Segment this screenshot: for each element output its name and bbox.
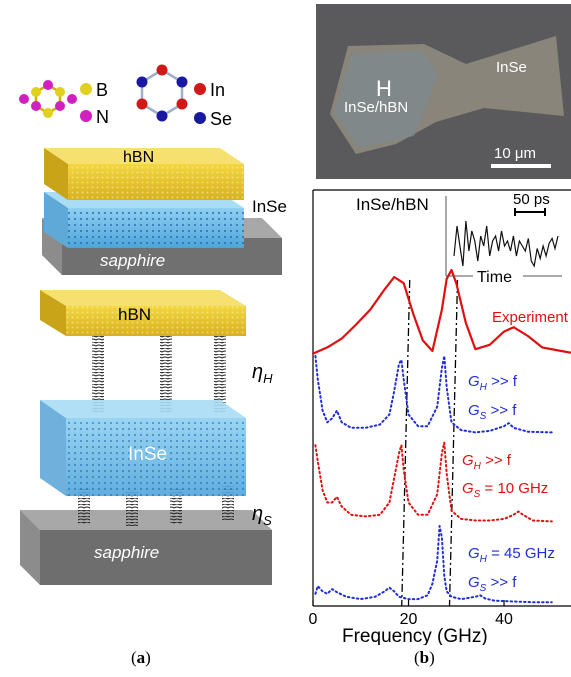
nitrogen-label: N [96,107,109,127]
x-tick-label: 0 [309,611,318,628]
spectrum-curve-3 [314,441,553,523]
nitrogen-atom-icon [80,110,92,122]
spectra-curves [311,268,571,604]
boron-atom-icon [80,83,92,95]
experiment-label: Experiment [492,309,569,326]
hbn-hexagon-icon [19,80,77,118]
micrograph-inse-hbn-label: InSe/hBN [344,99,408,116]
micrograph-inse-label: InSe [496,59,527,76]
inse-hexagon-icon [136,64,188,122]
selenium-label: Se [210,109,232,129]
micrograph-h-label: H [376,76,392,101]
chart-axes: 0 20 40 [309,189,571,628]
g-label-2-2: GS = 10 GHz [462,480,548,500]
g-label-1-1: GH >> f [468,373,518,393]
top-substrate-label: sapphire [100,251,165,270]
x-tick-label: 20 [400,611,418,628]
bottom-substrate-label: sapphire [94,543,159,562]
inset-time-trace [453,220,559,268]
caption-b: (b) [414,648,435,667]
spectrum-curve-4 [314,525,553,604]
bottom-inse-label: InSe [128,444,167,465]
g-label-2-1: GH >> f [462,452,512,472]
top-hbn-label: hBN [123,149,154,166]
selenium-atom-icon [194,112,206,124]
bottom-hbn-label: hBN [118,305,151,324]
indium-atom-icon [194,83,206,95]
g-label-3-1: GH = 45 GHz [468,545,555,565]
g-label-3-2: GS >> f [468,574,517,594]
hbn-flake [334,50,438,148]
x-axis-label: Frequency (GHz) [342,626,488,645]
panel-a-illustration: B N In Se hBN InSe sapphire [19,64,287,585]
frequency-spectra-chart: 0 20 40 Time 50 ps InSe/hBN Experiment GH >… [309,189,571,645]
bottom-heterostructure-diagram [20,290,272,585]
inset-axis-label: Time [477,269,512,286]
inset-scale-label: 50 ps [513,191,550,208]
top-inse-label: InSe [252,197,287,216]
eta-s-label: ηS [252,503,272,528]
caption-a: (a) [131,648,151,667]
spectrum-curve-2 [314,355,553,434]
x-tick-label: 40 [495,611,513,628]
guide-line [401,279,411,607]
top-heterostructure-diagram [42,148,282,275]
indium-label: In [210,80,225,100]
guide-line [448,279,459,607]
optical-micrograph: H InSe/hBN InSe 10 μm [316,4,571,179]
sample-label: InSe/hBN [356,195,429,214]
spectrum-curve-1 [311,268,571,355]
guide-lines [401,279,459,607]
g-label-1-2: GS >> f [468,402,517,422]
micrograph-scale-label: 10 μm [494,145,536,162]
eta-h-label: ηH [252,361,273,386]
time-trace-inset: Time 50 ps [445,191,562,286]
boron-label: B [96,80,108,100]
